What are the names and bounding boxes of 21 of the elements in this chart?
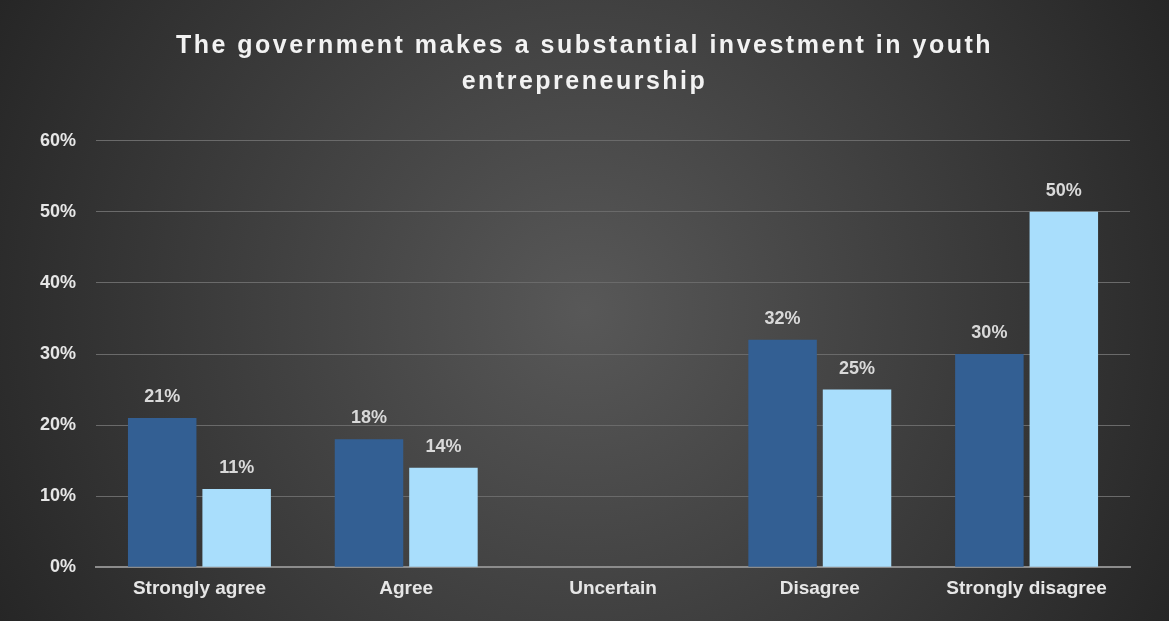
y-tick-label: 20%: [40, 414, 77, 435]
y-tick-label: 60%: [40, 129, 77, 150]
data-label: 14%: [425, 435, 462, 456]
x-tick-label: Agree: [379, 576, 434, 598]
x-tick-label: Disagree: [779, 576, 860, 598]
data-label: 18%: [350, 407, 388, 428]
data-label: 30%: [971, 321, 1008, 342]
x-tick-label: Uncertain: [569, 576, 657, 598]
data-label: 50%: [1045, 179, 1082, 200]
y-tick-label: 30%: [40, 342, 77, 363]
data-label: 32%: [764, 307, 801, 328]
data-label: 25%: [839, 357, 876, 378]
y-tick-label: 50%: [40, 200, 77, 221]
x-tick-label: Strongly agree: [132, 576, 266, 598]
x-tick-label: Strongly disagree: [946, 576, 1107, 598]
y-tick-label: 0%: [50, 556, 77, 577]
chart-title: The government makes a substantial investment in youth entrepreneurship: [174, 29, 995, 96]
y-tick-label: 40%: [40, 271, 77, 292]
data-label: 21%: [144, 385, 181, 406]
y-tick-label: 10%: [40, 485, 77, 506]
data-label: 11%: [219, 457, 255, 477]
